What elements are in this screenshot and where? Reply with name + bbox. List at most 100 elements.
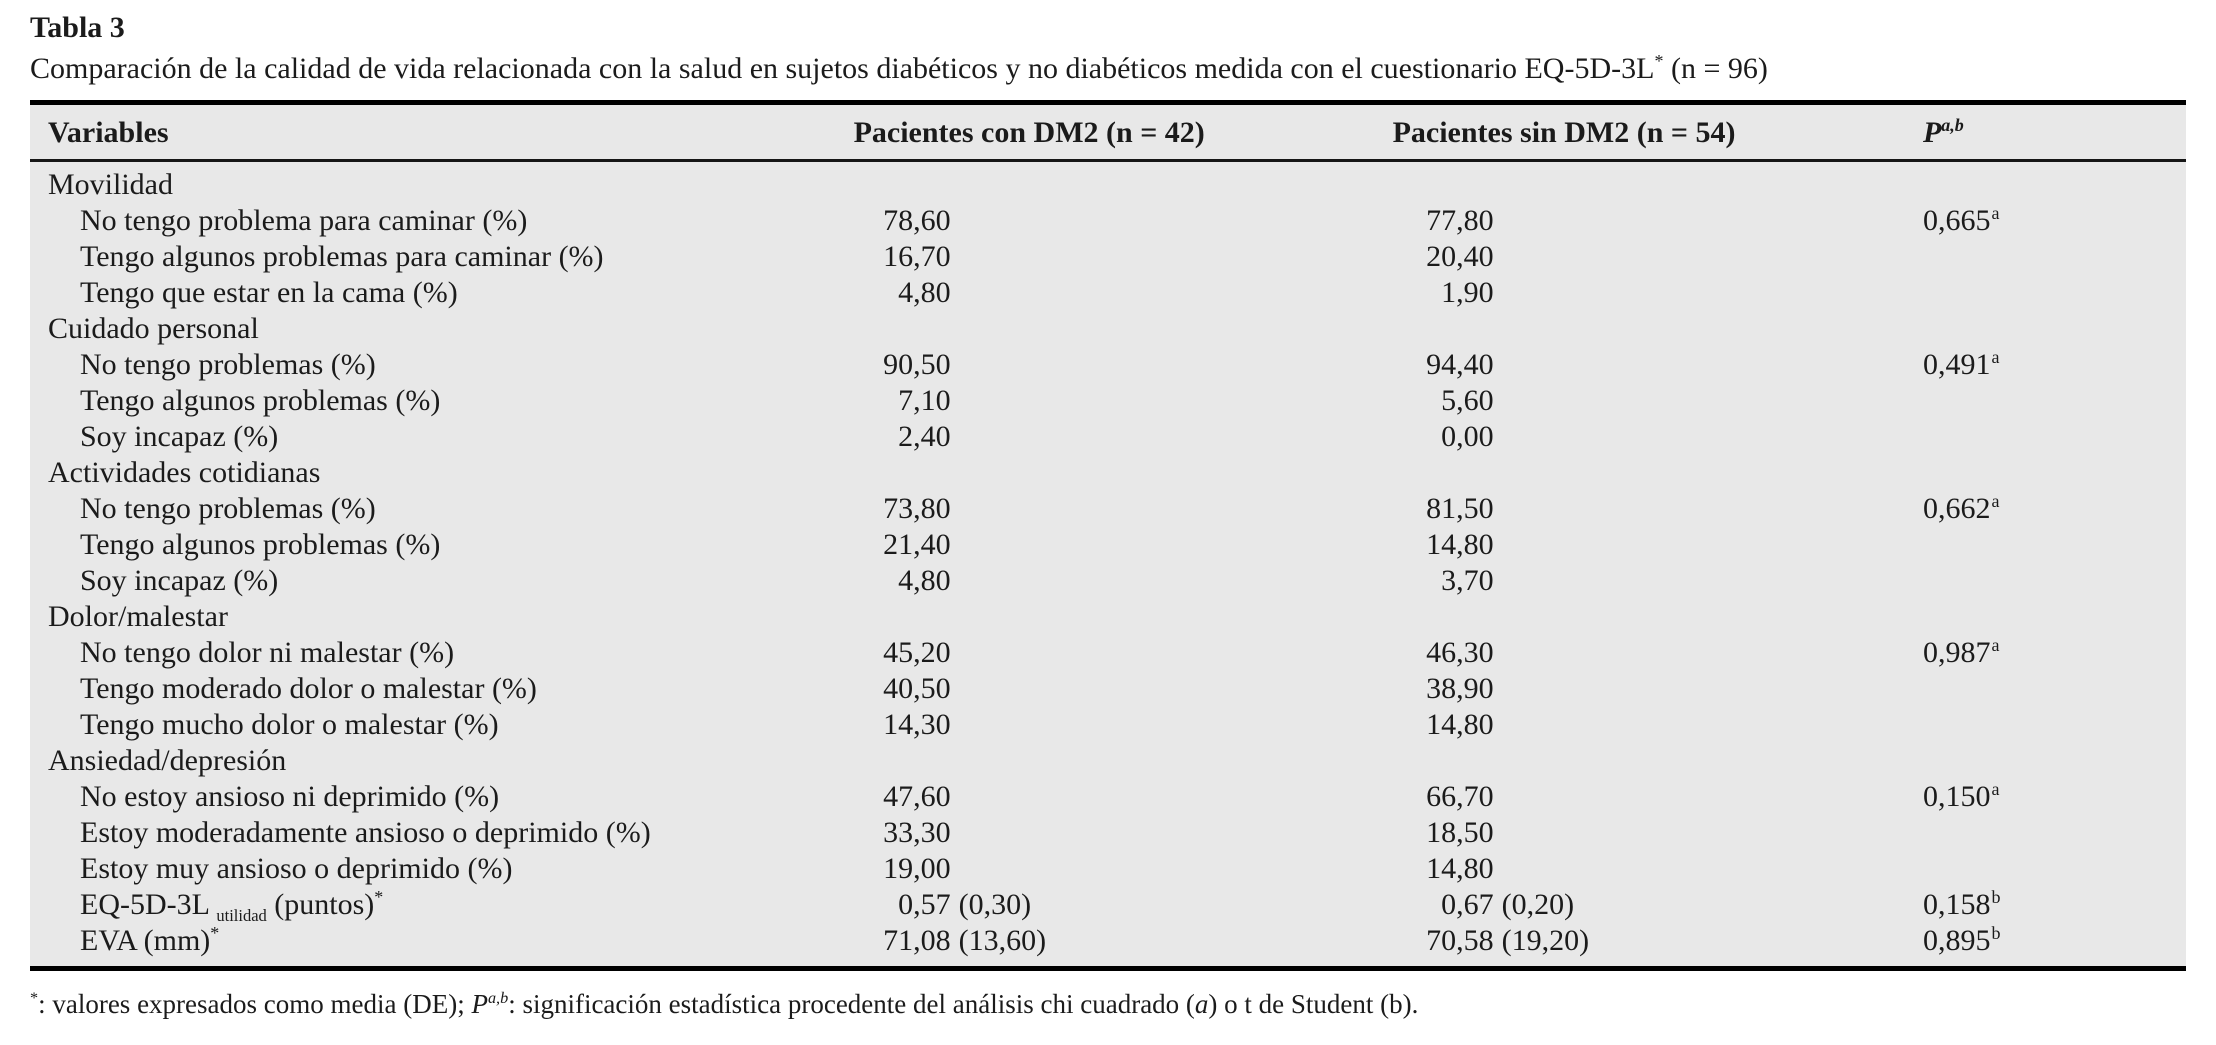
row-label-cell: Soy incapaz (%) — [30, 563, 854, 599]
section-row: Ansiedad/depresión — [30, 743, 2186, 779]
value-sin: 77,80 — [1426, 204, 1494, 237]
cell-p-value: 0,665a — [1923, 203, 2186, 239]
row-label-cell: Cuidado personal — [30, 311, 854, 347]
cell-sin: 20,40 — [1393, 239, 1923, 275]
cell-dm2: 40,50 — [854, 671, 1393, 707]
cell-sin: 94,40 — [1393, 347, 1923, 383]
value-sin: 14,80 — [1426, 852, 1494, 885]
value-sin: 66,70 — [1426, 780, 1494, 813]
cell-sin — [1393, 455, 1923, 491]
section-row: Dolor/malestar — [30, 599, 2186, 635]
cell-p-value — [1923, 707, 2186, 743]
p-value: 0,158 — [1922, 888, 1991, 921]
row-label: Estoy moderadamente ansioso o deprimido … — [80, 816, 651, 849]
cell-p-value: 0,158b — [1923, 887, 2186, 923]
table-row: No tengo problemas (%) 90,50 94,40 0,491a — [30, 347, 2186, 383]
table-row: No tengo dolor ni malestar (%) 45,20 46,30… — [30, 635, 2186, 671]
value-sin: 1,90 — [1441, 276, 1494, 309]
footnote-a: a — [1194, 989, 1209, 1019]
value-dm2: 45,20 — [883, 636, 951, 669]
value-dm2: 2,40 — [898, 420, 951, 453]
p-value-sup: a — [1991, 347, 2000, 367]
value-dm2: 7,10 — [898, 384, 951, 417]
row-label-subscript: utilidad — [216, 906, 267, 925]
row-label-cell: No estoy ansioso ni deprimido (%) — [30, 779, 854, 815]
cell-sin: 1,90 — [1393, 275, 1923, 311]
footnote-p-sup: a,b — [487, 989, 509, 1007]
row-label-cell: Actividades cotidianas — [30, 455, 854, 491]
cell-sin: 14,80 — [1393, 851, 1923, 887]
value-sin: 81,50 — [1426, 492, 1494, 525]
table-row: Tengo algunos problemas para caminar (%)… — [30, 239, 2186, 275]
cell-p-value — [1923, 311, 2186, 347]
table-footnote: *: valores expresados como media (DE); P… — [30, 987, 2186, 1021]
cell-dm2: 0,57 (0,30) — [854, 887, 1393, 923]
sd-dm2: (0,30) — [958, 888, 1032, 921]
value-dm2: 14,30 — [883, 708, 951, 741]
value-sin: 0,00 — [1441, 420, 1494, 453]
cell-dm2: 78,60 — [854, 203, 1393, 239]
cell-p-value — [1923, 743, 2186, 779]
cell-sin: 14,80 — [1393, 707, 1923, 743]
table-row: Tengo algunos problemas (%) 7,10 5,60 — [30, 383, 2186, 419]
cell-dm2: 7,10 — [854, 383, 1393, 419]
value-dm2: 16,70 — [883, 240, 951, 273]
cell-p-value — [1923, 239, 2186, 275]
cell-dm2 — [854, 161, 1393, 204]
sd-sin: (19,20) — [1501, 924, 1590, 957]
table-row: Tengo moderado dolor o malestar (%) 40,50… — [30, 671, 2186, 707]
footnote-text-1: : valores expresados como media (DE); — [38, 989, 472, 1019]
col-header-p: Pa,b — [1922, 102, 2186, 162]
caption-text: Comparación de la calidad de vida relaci… — [30, 52, 1655, 85]
p-value: 0,662 — [1922, 492, 1991, 525]
cell-dm2: 4,80 — [854, 563, 1393, 599]
col-header-con-dm2: Pacientes con DM2 (n = 42) — [853, 102, 1393, 162]
row-label: No tengo problemas (%) — [80, 348, 376, 381]
row-label-cell: No tengo problemas (%) — [30, 347, 854, 383]
cell-p-value: 0,987a — [1923, 635, 2186, 671]
cell-sin: 70,58 (19,20) — [1393, 923, 1923, 969]
cell-sin — [1393, 599, 1923, 635]
value-sin: 20,40 — [1426, 240, 1494, 273]
cell-dm2: 21,40 — [854, 527, 1393, 563]
row-label-cell: EQ-5D-3L utilidad (puntos)* — [30, 887, 854, 925]
row-label-cell: Tengo algunos problemas (%) — [30, 383, 854, 419]
section-row: Actividades cotidianas — [30, 455, 2186, 491]
value-sin: 18,50 — [1426, 816, 1494, 849]
cell-sin: 66,70 — [1393, 779, 1923, 815]
row-label-cell: No tengo problema para caminar (%) — [30, 203, 854, 239]
value-dm2: 4,80 — [898, 564, 951, 597]
cell-p-value — [1923, 671, 2186, 707]
value-dm2: 19,00 — [883, 852, 951, 885]
cell-dm2: 71,08 (13,60) — [854, 923, 1393, 969]
row-label-cell: Estoy muy ansioso o deprimido (%) — [30, 851, 854, 887]
row-label-cell: Ansiedad/depresión — [30, 743, 854, 779]
cell-p-value — [1923, 419, 2186, 455]
footnote-asterisk: * — [30, 989, 39, 1007]
cell-sin: 38,90 — [1393, 671, 1923, 707]
col-header-sin-dm2: Pacientes sin DM2 (n = 54) — [1392, 102, 1923, 162]
p-value: 0,665 — [1922, 204, 1991, 237]
table-row: Estoy moderadamente ansioso o deprimido … — [30, 815, 2186, 851]
p-value-sup: a — [1991, 635, 2000, 655]
row-label: Tengo algunos problemas (%) — [80, 384, 441, 417]
sd-dm2: (13,60) — [958, 924, 1047, 957]
cell-dm2 — [854, 311, 1393, 347]
value-dm2: 73,80 — [883, 492, 951, 525]
row-label: Actividades cotidianas — [48, 456, 321, 489]
cell-dm2: 2,40 — [854, 419, 1393, 455]
cell-sin: 77,80 — [1393, 203, 1923, 239]
p-value-sup: b — [1991, 887, 2001, 907]
cell-p-value: 0,895b — [1923, 923, 2186, 969]
cell-dm2: 33,30 — [854, 815, 1393, 851]
p-value-sup: a — [1991, 203, 2000, 223]
row-label: No tengo dolor ni malestar (%) — [80, 636, 455, 669]
row-label-cell: Tengo moderado dolor o malestar (%) — [30, 671, 854, 707]
value-dm2: 71,08 — [883, 924, 951, 957]
table-row: Estoy muy ansioso o deprimido (%) 19,00 14… — [30, 851, 2186, 887]
cell-dm2: 90,50 — [854, 347, 1393, 383]
value-dm2: 4,80 — [898, 276, 951, 309]
footnote-text-3: ) o t de Student (b). — [1208, 989, 1419, 1019]
cell-sin: 46,30 — [1393, 635, 1923, 671]
